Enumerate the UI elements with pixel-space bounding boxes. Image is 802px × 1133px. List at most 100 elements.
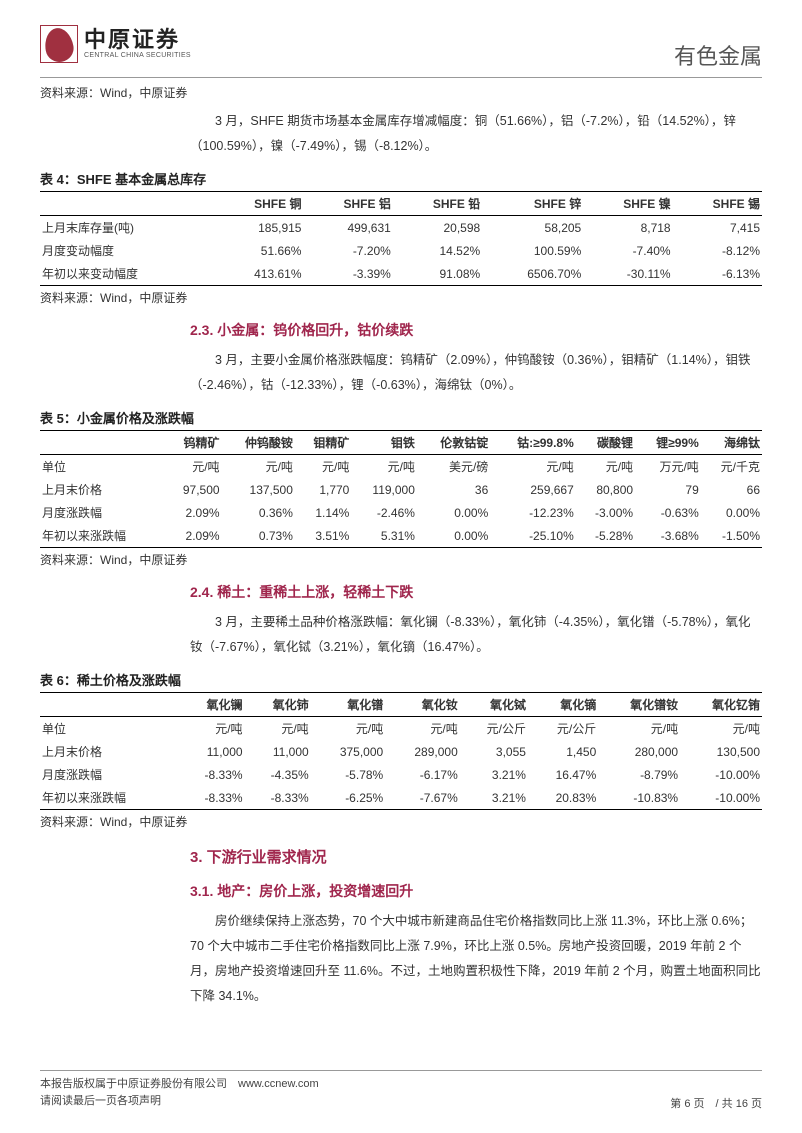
logo-cn: 中原证券	[84, 28, 191, 52]
table-row: 月度涨跌幅-8.33%-4.35%-5.78%-6.17%3.21%16.47%…	[40, 763, 762, 786]
table-cell: -8.33%	[245, 786, 311, 810]
table-cell: 185,915	[214, 216, 303, 240]
table-cell: 元/吨	[164, 455, 221, 479]
table-cell: 137,500	[222, 478, 295, 501]
table-cell: 5.31%	[351, 524, 417, 548]
table-cell: 2.09%	[164, 524, 221, 548]
table-cell: 0.00%	[701, 501, 762, 524]
table-cell: 20,598	[393, 216, 482, 240]
table-cell: -7.20%	[303, 239, 392, 262]
table-header: 钼精矿	[295, 431, 351, 455]
table-cell: 0.00%	[417, 501, 490, 524]
table-cell: -7.40%	[583, 239, 672, 262]
table-header: SHFE 锡	[673, 192, 762, 216]
table-header: 氧化铽	[460, 693, 528, 717]
table-header: 海绵钛	[701, 431, 762, 455]
table-cell: -25.10%	[490, 524, 575, 548]
table-cell: 8,718	[583, 216, 672, 240]
logo-icon	[40, 25, 78, 63]
table-cell: 元/吨	[178, 717, 244, 741]
table-cell: -3.68%	[635, 524, 701, 548]
table-cell: 万元/吨	[635, 455, 701, 479]
table-cell: 单位	[40, 717, 178, 741]
table-cell: 月度涨跌幅	[40, 501, 164, 524]
table-cell: -8.33%	[178, 786, 244, 810]
table-cell: 元/千克	[701, 455, 762, 479]
table-cell: 元/吨	[680, 717, 762, 741]
table-cell: 16.47%	[528, 763, 598, 786]
table6-caption: 表 6：稀土价格及涨跌幅	[40, 670, 762, 689]
table-cell: 上月末库存量(吨)	[40, 216, 214, 240]
table-row: 上月末价格97,500137,5001,770119,00036259,6678…	[40, 478, 762, 501]
table-cell: 0.00%	[417, 524, 490, 548]
table-row: 年初以来涨跌幅-8.33%-8.33%-6.25%-7.67%3.21%20.8…	[40, 786, 762, 810]
table-cell: -8.12%	[673, 239, 762, 262]
table-cell: -5.28%	[576, 524, 635, 548]
table-cell: 年初以来涨跌幅	[40, 786, 178, 810]
table-cell: -1.50%	[701, 524, 762, 548]
source-note: 资料来源：Wind，中原证券	[40, 84, 762, 101]
table4: SHFE 铜SHFE 铝SHFE 铅SHFE 锌SHFE 镍SHFE 锡上月末库…	[40, 191, 762, 286]
footer-page-number: 第 6 页 / 共 16 页	[670, 1095, 762, 1111]
table5-caption: 表 5：小金属价格及涨跌幅	[40, 408, 762, 427]
table-row: 上月末库存量(吨)185,915499,63120,59858,2058,718…	[40, 216, 762, 240]
table-cell: 元/公斤	[528, 717, 598, 741]
table-cell: 413.61%	[214, 262, 303, 286]
table-cell: 单位	[40, 455, 164, 479]
section-2-3-para: 3 月，主要小金属价格涨跌幅度：钨精矿（2.09%），仲钨酸铵（0.36%），钼…	[40, 348, 762, 398]
table-header: 氧化钕	[385, 693, 460, 717]
table-header: 钨精矿	[164, 431, 221, 455]
footer-copyright: 本报告版权属于中原证券股份有限公司 www.ccnew.com	[40, 1076, 319, 1094]
table-cell: 元/吨	[311, 717, 386, 741]
table-cell: -3.00%	[576, 501, 635, 524]
table-cell: -8.79%	[598, 763, 680, 786]
table4-source: 资料来源：Wind，中原证券	[40, 289, 762, 306]
table-cell: -7.67%	[385, 786, 460, 810]
table-row: 月度涨跌幅2.09%0.36%1.14%-2.46%0.00%-12.23%-3…	[40, 501, 762, 524]
table-header: 伦敦钴锭	[417, 431, 490, 455]
logo-text: 中原证券 CENTRAL CHINA SECURITIES	[84, 28, 191, 60]
table-cell: 年初以来涨跌幅	[40, 524, 164, 548]
table-cell: 月度涨跌幅	[40, 763, 178, 786]
table5: 钨精矿仲钨酸铵钼精矿钼铁伦敦钴锭钴:≥99.8%碳酸锂锂≥99%海绵钛单位元/吨…	[40, 430, 762, 548]
table-header: 氧化镝	[528, 693, 598, 717]
table-cell: 上月末价格	[40, 740, 178, 763]
table-cell: 元/吨	[295, 455, 351, 479]
table-header	[40, 431, 164, 455]
footer-disclaimer: 请阅读最后一页各项声明	[40, 1093, 319, 1111]
logo-en: CENTRAL CHINA SECURITIES	[84, 52, 191, 60]
table-cell: 1.14%	[295, 501, 351, 524]
table-cell: 80,800	[576, 478, 635, 501]
table-cell: 元/吨	[385, 717, 460, 741]
section-3-heading: 3. 下游行业需求情况	[190, 846, 762, 867]
table-cell: 3,055	[460, 740, 528, 763]
table-cell: -30.11%	[583, 262, 672, 286]
table-cell: 289,000	[385, 740, 460, 763]
section-2-4-heading: 2.4. 稀土：重稀土上涨，轻稀土下跌	[190, 582, 762, 602]
table-header: SHFE 锌	[482, 192, 583, 216]
table6-source: 资料来源：Wind，中原证券	[40, 813, 762, 830]
table-header: 碳酸锂	[576, 431, 635, 455]
table-header: SHFE 铜	[214, 192, 303, 216]
table-cell: 元/公斤	[460, 717, 528, 741]
table-header: 仲钨酸铵	[222, 431, 295, 455]
table-cell: -3.39%	[303, 262, 392, 286]
table-cell: 79	[635, 478, 701, 501]
table-cell: -10.83%	[598, 786, 680, 810]
table-cell: 14.52%	[393, 239, 482, 262]
table-header: 氧化铈	[245, 693, 311, 717]
table-header: SHFE 铝	[303, 192, 392, 216]
table-cell: 6506.70%	[482, 262, 583, 286]
table-row: 上月末价格11,00011,000375,000289,0003,0551,45…	[40, 740, 762, 763]
table-header: 氧化镧	[178, 693, 244, 717]
table-cell: 2.09%	[164, 501, 221, 524]
table-cell: 58,205	[482, 216, 583, 240]
table-cell: 7,415	[673, 216, 762, 240]
table-cell: 91.08%	[393, 262, 482, 286]
table-row: 单位元/吨元/吨元/吨元/吨元/公斤元/公斤元/吨元/吨	[40, 717, 762, 741]
table-cell: 0.73%	[222, 524, 295, 548]
table-cell: 1,770	[295, 478, 351, 501]
table-cell: 0.36%	[222, 501, 295, 524]
table-cell: 1,450	[528, 740, 598, 763]
table-header: SHFE 镍	[583, 192, 672, 216]
